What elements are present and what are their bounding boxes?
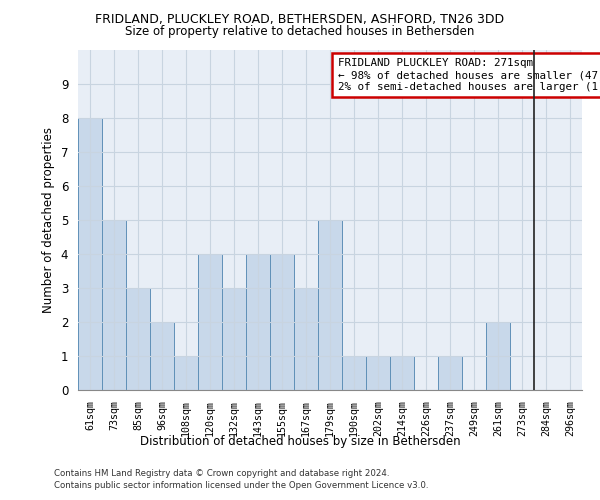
Bar [78, 118, 102, 390]
Bar [318, 220, 342, 390]
Text: FRIDLAND PLUCKLEY ROAD: 271sqm
← 98% of detached houses are smaller (47)
2% of s: FRIDLAND PLUCKLEY ROAD: 271sqm ← 98% of … [338, 58, 600, 92]
Bar [150, 322, 174, 390]
Text: Size of property relative to detached houses in Bethersden: Size of property relative to detached ho… [125, 25, 475, 38]
Bar [102, 220, 126, 390]
Bar [126, 288, 150, 390]
Text: Contains public sector information licensed under the Open Government Licence v3: Contains public sector information licen… [54, 481, 428, 490]
Bar [222, 288, 246, 390]
Bar [390, 356, 414, 390]
Bar [198, 254, 222, 390]
Text: FRIDLAND, PLUCKLEY ROAD, BETHERSDEN, ASHFORD, TN26 3DD: FRIDLAND, PLUCKLEY ROAD, BETHERSDEN, ASH… [95, 12, 505, 26]
Bar [486, 322, 510, 390]
Bar [174, 356, 198, 390]
Text: Distribution of detached houses by size in Bethersden: Distribution of detached houses by size … [140, 435, 460, 448]
Bar [270, 254, 294, 390]
Bar [438, 356, 462, 390]
Bar [366, 356, 390, 390]
Text: Contains HM Land Registry data © Crown copyright and database right 2024.: Contains HM Land Registry data © Crown c… [54, 468, 389, 477]
Bar [342, 356, 366, 390]
Bar [246, 254, 270, 390]
Y-axis label: Number of detached properties: Number of detached properties [42, 127, 55, 313]
Bar [294, 288, 318, 390]
